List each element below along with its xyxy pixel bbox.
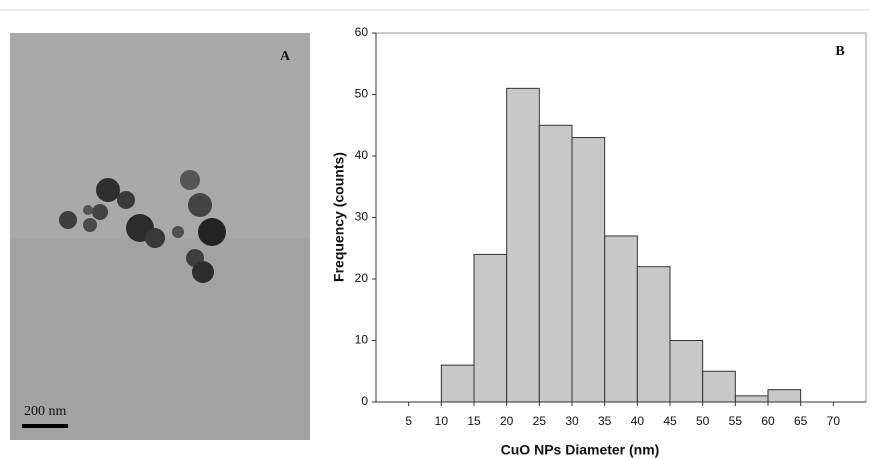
bar: [604, 235, 638, 403]
y-tick-label: 50: [355, 87, 369, 101]
x-tick-label: 65: [794, 414, 808, 428]
x-tick-label: 60: [761, 414, 775, 428]
y-tick-label: 40: [355, 148, 369, 162]
x-tick-label: 55: [729, 414, 743, 428]
bar: [571, 137, 606, 403]
bar: [767, 389, 802, 403]
bar: [734, 395, 769, 403]
bar: [506, 87, 540, 403]
bar: [702, 370, 736, 403]
bar: [636, 266, 671, 403]
x-tick-label: 50: [696, 414, 710, 428]
bar: [440, 364, 475, 403]
scale-bar: [22, 424, 68, 428]
bar: [538, 124, 573, 403]
x-tick-label: 45: [663, 414, 677, 428]
bar: [669, 340, 704, 403]
x-tick-label: 70: [827, 414, 841, 428]
x-tick-label: 35: [598, 414, 612, 428]
tem-image: A 200 nm: [10, 33, 310, 440]
panel-label: B: [835, 44, 844, 59]
x-tick-label: 5: [405, 414, 412, 428]
panel-label: A: [280, 49, 291, 64]
scale-bar-label: 200 nm: [24, 404, 67, 419]
x-tick-label: 40: [631, 414, 645, 428]
x-tick-label: 15: [467, 414, 481, 428]
y-tick-label: 10: [355, 333, 369, 347]
x-tick-label: 30: [565, 414, 579, 428]
x-tick-label: 20: [500, 414, 514, 428]
y-tick-label: 60: [355, 25, 369, 39]
bar: [473, 253, 508, 403]
y-axis-label: Frequency (counts): [331, 152, 347, 282]
x-tick-label: 25: [533, 414, 547, 428]
y-tick-label: 0: [361, 394, 368, 408]
y-tick-label: 30: [355, 210, 369, 224]
x-axis-label: CuO NPs Diameter (nm): [501, 442, 660, 458]
y-tick-label: 20: [355, 271, 369, 285]
x-tick-label: 10: [435, 414, 449, 428]
